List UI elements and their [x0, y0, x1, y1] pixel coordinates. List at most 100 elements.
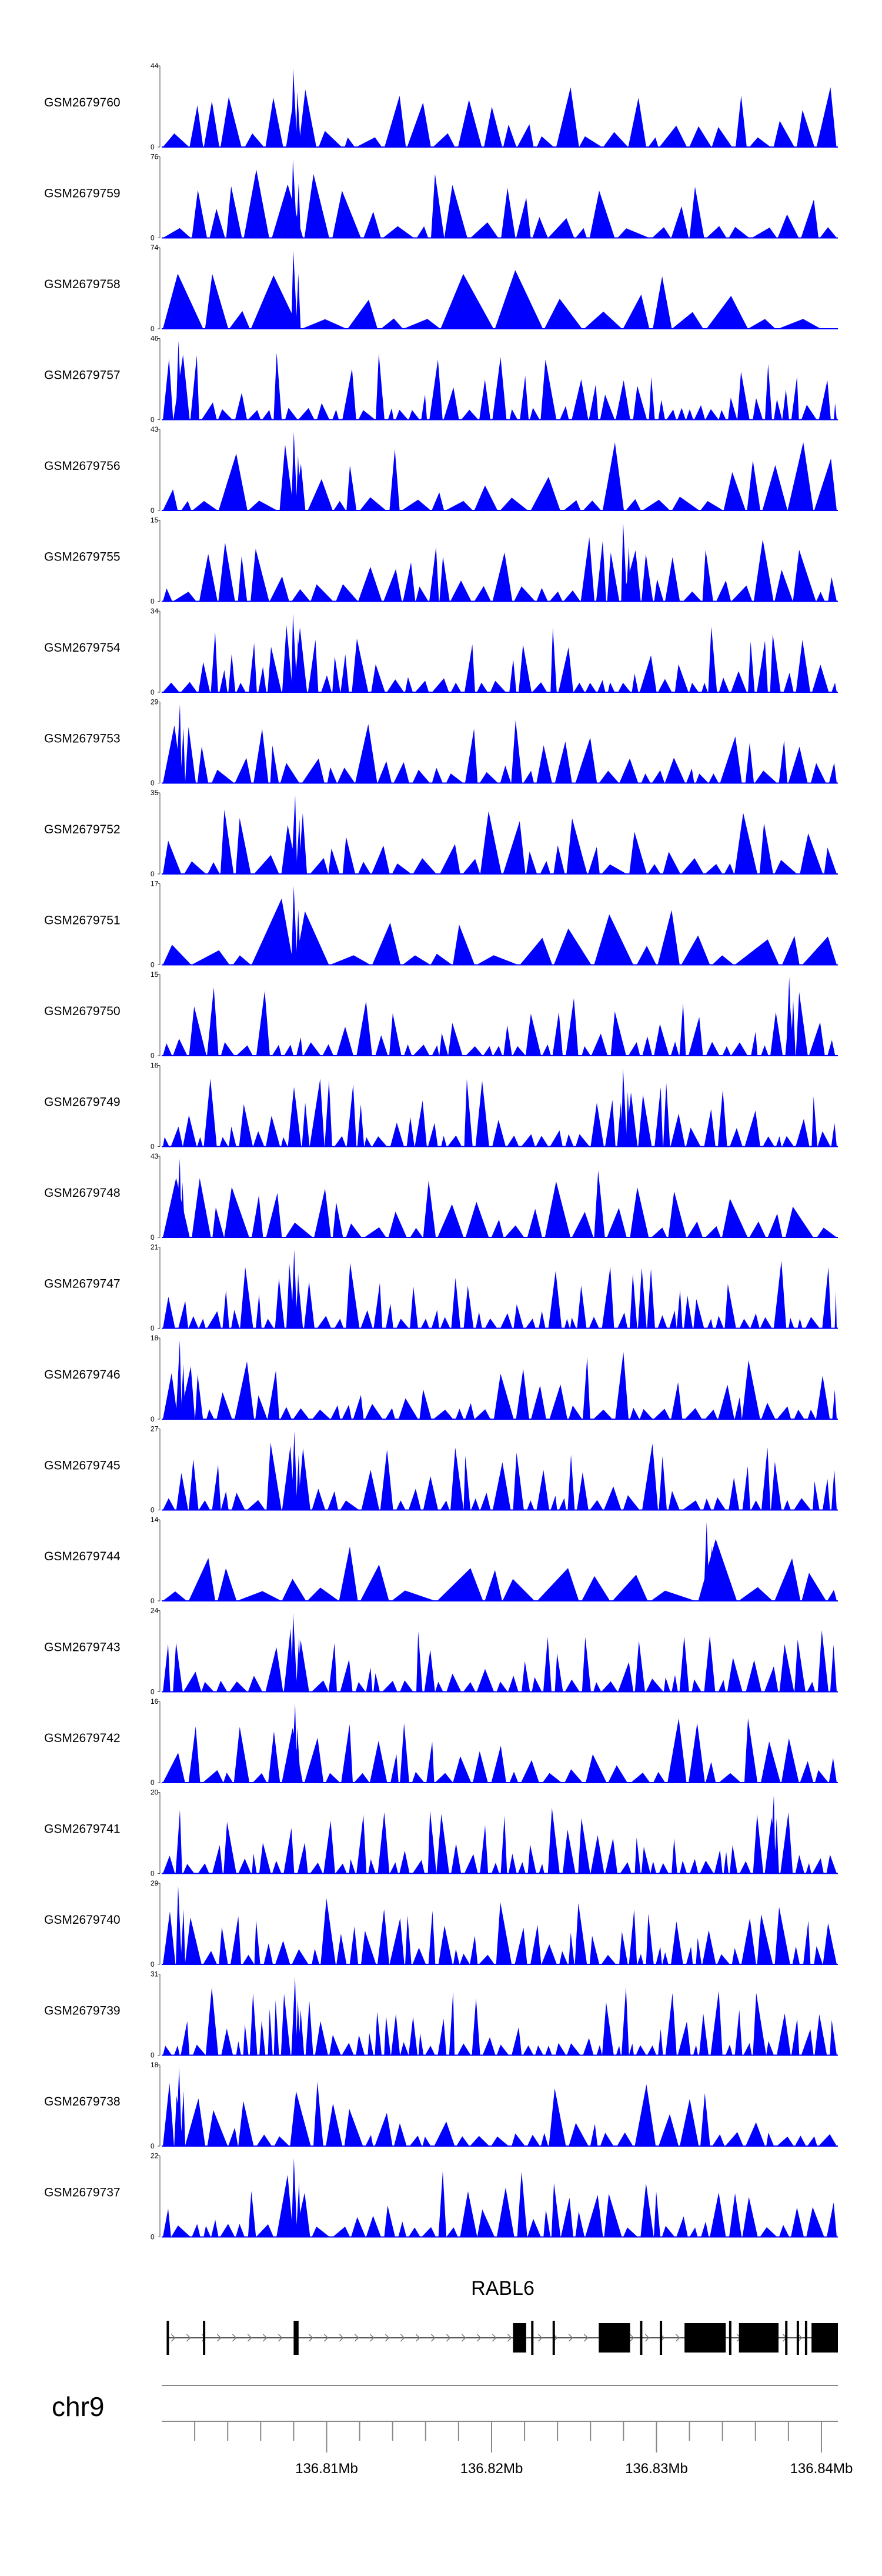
coverage-peak [253, 855, 279, 874]
coverage-peak [389, 1918, 405, 1964]
coverage-peak [451, 1277, 460, 1329]
coverage-peak [671, 1921, 683, 1964]
coverage-peak [830, 2020, 837, 2056]
coverage-peak [753, 539, 774, 602]
coverage-peak [665, 557, 680, 602]
coverage-peak [686, 409, 694, 420]
y-max-label: 35 [151, 789, 159, 797]
coverage-peak [491, 1219, 504, 1237]
coverage-peak [812, 665, 829, 692]
coverage-peak [637, 1954, 644, 1964]
coverage-peak [420, 1319, 429, 1329]
coverage-peak [513, 1304, 524, 1329]
coverage-peak [460, 2191, 477, 2237]
track-GSM2679747: GSM2679747 21 0 [44, 1243, 838, 1333]
coverage-peak [283, 1828, 295, 1874]
coverage-peak [684, 1408, 702, 1419]
coverage-peak [248, 500, 278, 510]
coverage-peak [408, 1489, 421, 1510]
coverage-peak [238, 2101, 254, 2146]
coverage-peak [700, 2093, 710, 2146]
coverage-peak [351, 2217, 366, 2237]
coverage-peak [218, 409, 233, 420]
coverage-peak [281, 1137, 288, 1147]
coverage-peak [171, 1126, 183, 1147]
coverage-peak [198, 662, 211, 692]
coverage-peak [342, 1404, 352, 1419]
coverage-peak [181, 2091, 186, 2146]
coverage-peak [541, 1944, 557, 1964]
coverage-peak [437, 1204, 464, 1237]
coverage-peak [814, 2014, 827, 2056]
coverage-peak [626, 546, 631, 602]
coverage-peak [520, 376, 529, 420]
coverage-peak [737, 371, 750, 420]
coverage-peak [741, 1360, 760, 1419]
coverage-peak [548, 218, 574, 238]
gene-exon [660, 2321, 663, 2355]
coverage-peak [368, 2033, 374, 2056]
coverage-peak [623, 1495, 640, 1510]
coverage-peak [800, 1761, 814, 1783]
strand-arrow [583, 2334, 589, 2342]
coverage-peak [492, 552, 513, 602]
coverage-peak [266, 1193, 282, 1237]
coverage-peak [284, 1045, 294, 1056]
coverage-peak [290, 2091, 311, 2146]
coverage-peak [608, 1765, 627, 1783]
track-GSM2679752: GSM2679752 35 0 [44, 789, 838, 878]
coverage-peak [687, 1222, 703, 1237]
coverage-peak [228, 2127, 238, 2146]
coverage-peak [803, 1920, 811, 1964]
coverage-peak [470, 1936, 478, 1964]
coverage-peak [807, 1681, 816, 1692]
coverage-peak [589, 1936, 600, 1964]
strand-arrow [354, 2334, 359, 2342]
coverage-peak [671, 1675, 678, 1692]
coverage-peak [761, 1447, 771, 1510]
coverage-peak [671, 1382, 683, 1419]
coverage-peak [702, 1930, 716, 1964]
strand-arrow [675, 2334, 680, 2342]
coverage-peak [664, 758, 686, 783]
coverage-peak [826, 1854, 837, 1874]
coverage-peak [163, 1296, 175, 1329]
coverage-peak [181, 682, 198, 692]
coverage-peak [491, 1863, 499, 1874]
coverage-peak [275, 1278, 285, 1329]
coverage-peak [834, 1292, 837, 1329]
coverage-peak [358, 566, 382, 602]
coverage-peak [761, 1403, 776, 1419]
coverage-peak [291, 2158, 298, 2237]
coverage-peak [667, 1718, 687, 1783]
coverage-peak [828, 577, 837, 602]
coverage-peak [340, 1659, 353, 1692]
coverage-peak [207, 987, 219, 1056]
coverage-peak [566, 998, 579, 1056]
coverage-peak [818, 380, 831, 420]
y-max-label: 27 [151, 1425, 159, 1433]
coverage-peak [390, 1862, 398, 1874]
coverage-peak [590, 1835, 604, 1874]
coverage-peak [654, 2191, 661, 2237]
coverage-peak [267, 646, 282, 692]
coverage-peak [623, 2227, 638, 2237]
y-max-label: 22 [151, 2152, 159, 2160]
coverage-peak [743, 2043, 752, 2056]
coverage-peak [327, 767, 337, 783]
coverage-peak [428, 1910, 436, 1964]
coverage-peak [512, 2133, 525, 2146]
coverage-peak [550, 627, 557, 692]
coverage-peak [657, 679, 672, 692]
coverage-peak [782, 1136, 794, 1147]
coverage-peak [256, 990, 270, 1056]
coverage-peak [831, 1123, 837, 1147]
coverage-peak [802, 936, 837, 965]
coverage-peak [652, 770, 665, 783]
coverage-peak [607, 552, 620, 602]
coverage-peak [686, 1946, 693, 1964]
coverage-peak [816, 1376, 830, 1419]
coverage-peak [483, 1046, 493, 1056]
coverage-peak [689, 126, 711, 147]
